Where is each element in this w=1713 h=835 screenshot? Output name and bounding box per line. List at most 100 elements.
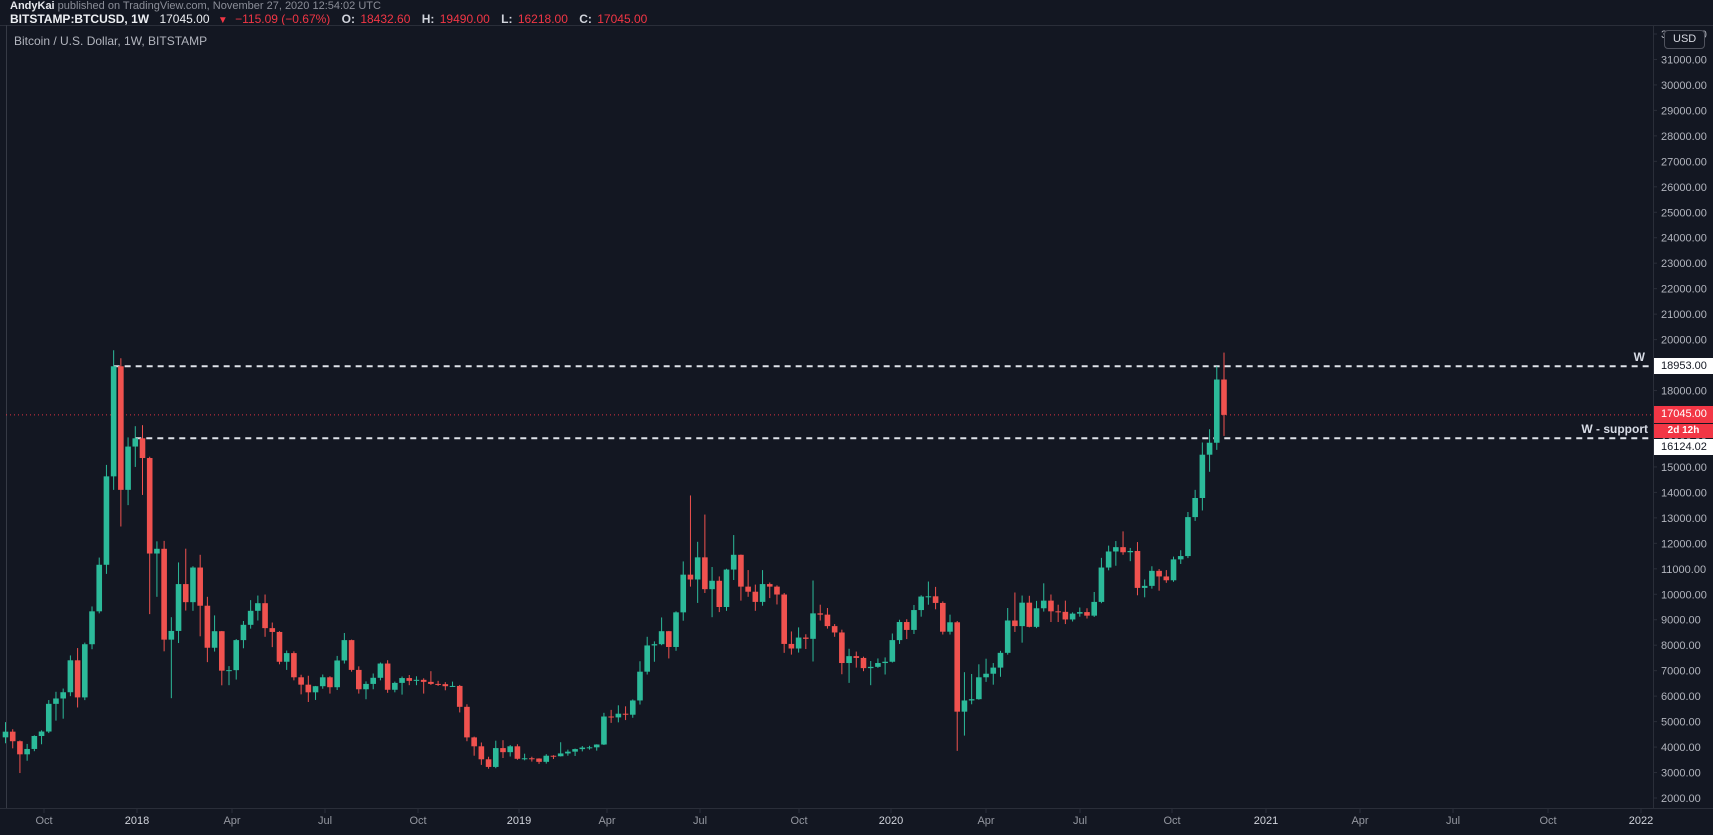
low-label: L: [501, 12, 513, 26]
candle-body [175, 584, 182, 631]
time-axis[interactable]: Oct 2018 Apr Jul Oct 2019 Apr Jul Oct 2020 Apr Jul O… [35, 809, 1653, 827]
candle-body [918, 596, 924, 611]
candle-body [687, 574, 694, 580]
time-axis-month-label: Apr [223, 815, 240, 827]
candle-body [615, 713, 622, 718]
price-axis-label: 21000.00 [1661, 309, 1707, 321]
candle-body [1156, 570, 1162, 577]
candle-body [824, 614, 831, 627]
candle-body [204, 605, 211, 648]
time-axis-month-label: Apr [977, 815, 994, 827]
candle-body [1206, 442, 1213, 455]
w-line-label[interactable]: W [1633, 350, 1645, 365]
time-axis-month-label: Jul [1446, 815, 1460, 827]
price-axis-label: 25000.00 [1661, 207, 1707, 219]
price-axis-label: 20000.00 [1661, 335, 1707, 347]
candle-body [154, 548, 160, 554]
candle-body [406, 678, 413, 681]
w-level-price-badge: 18953.00 [1654, 358, 1713, 374]
candle-body [903, 622, 910, 630]
high-value: 19490.00 [439, 12, 490, 26]
widget-border-left [6, 25, 7, 809]
candle-body [1069, 613, 1076, 620]
candle-body [1091, 601, 1098, 616]
candle-body [637, 671, 643, 701]
candle-body [255, 603, 261, 611]
candle-body [161, 548, 167, 640]
price-axis-label: 28000.00 [1661, 131, 1707, 143]
time-axis-month-label: Oct [409, 815, 426, 827]
time-axis-year-label: 2022 [1629, 815, 1653, 827]
time-axis-month-label: Oct [35, 815, 52, 827]
price-axis-label: 7000.00 [1661, 666, 1701, 678]
candle-body [1134, 550, 1141, 588]
candle-body [759, 584, 766, 602]
high-label: H: [421, 12, 435, 26]
candle-body [579, 747, 586, 750]
price-axis[interactable]: 2000.00 3000.00 4000.00 5000.00 6000.00 7000.… [1653, 29, 1707, 805]
candle-body [233, 640, 240, 671]
currency-unit-button[interactable]: USD [1664, 30, 1706, 49]
candle-body [219, 631, 225, 671]
price-axis-label: 31000.00 [1661, 54, 1707, 66]
time-axis-month-label: Oct [790, 815, 807, 827]
candle-body [1084, 612, 1090, 616]
time-axis-year-label: 2018 [125, 815, 149, 827]
candle-body [1033, 608, 1040, 627]
candle-body [702, 557, 708, 590]
candle-body [529, 758, 535, 760]
candle-body [853, 656, 860, 658]
candlestick-series[interactable] [2, 350, 1227, 774]
candle-body [1127, 550, 1134, 553]
candle-body [846, 656, 852, 664]
candle-body [1199, 454, 1206, 499]
time-axis-month-label: Jul [1073, 815, 1087, 827]
candle-body [673, 612, 679, 647]
candle-body [1149, 570, 1155, 586]
candle-body [31, 735, 38, 749]
candle-body [1120, 547, 1126, 553]
candle-body [925, 596, 932, 598]
widget-border-top [0, 25, 1713, 26]
w-support-line-label[interactable]: W - support [1581, 422, 1648, 437]
price-axis-label: 4000.00 [1661, 742, 1701, 754]
time-axis-month-label: Apr [598, 815, 615, 827]
candle-body [1098, 567, 1105, 602]
candle-body [940, 602, 946, 632]
candle-body [723, 569, 730, 607]
candle-body [132, 438, 139, 447]
candle-body [168, 630, 175, 640]
price-axis-label: 14000.00 [1661, 487, 1707, 499]
last-price: 17045.00 [159, 12, 210, 26]
candle-body [319, 677, 326, 687]
candle-body [110, 366, 117, 477]
candle-body [1185, 517, 1191, 557]
open-label: O: [341, 12, 355, 26]
candle-body [67, 660, 74, 693]
candle-body [795, 637, 802, 649]
candle-body [276, 631, 283, 662]
candle-body [1113, 547, 1119, 552]
candle-body [745, 586, 751, 592]
candle-body [658, 631, 665, 645]
candle-body [146, 458, 153, 554]
time-axis-separator [0, 808, 1713, 809]
candle-body [947, 622, 953, 632]
candle-body [629, 700, 636, 715]
price-axis-label: 12000.00 [1661, 538, 1707, 550]
candle-body [211, 631, 218, 648]
price-axis-label: 6000.00 [1661, 691, 1701, 703]
price-axis-separator [1653, 25, 1654, 809]
candle-body [1221, 379, 1227, 415]
symbol-ohlc-line: BITSTAMP:BTCUSD, 1W 17045.00 ▼ −115.09 (… [10, 12, 647, 27]
price-axis-label: 30000.00 [1661, 80, 1707, 92]
candle-body [53, 698, 59, 704]
candle-body [781, 594, 787, 644]
candle-body [572, 749, 578, 752]
candle-body [968, 699, 975, 701]
candle-body [839, 632, 845, 664]
time-axis-month-label: Oct [1539, 815, 1556, 827]
candle-body [305, 684, 312, 693]
candle-body [197, 567, 203, 606]
